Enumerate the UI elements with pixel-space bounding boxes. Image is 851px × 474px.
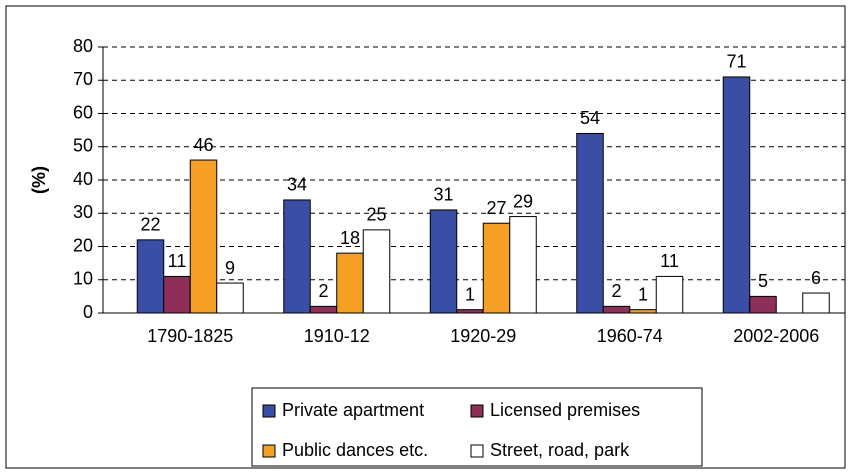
bar	[163, 275, 191, 314]
legend-label: Public dances etc.	[282, 440, 428, 460]
data-label: 54	[580, 108, 600, 128]
data-label: 34	[287, 175, 307, 195]
bar	[749, 295, 777, 314]
data-label: 25	[366, 205, 386, 225]
data-label: 46	[193, 135, 213, 155]
y-tick-label: 0	[83, 302, 93, 322]
data-label: 1	[465, 284, 475, 304]
y-tick-label: 60	[73, 102, 93, 122]
legend-swatch	[262, 444, 276, 458]
legend-label: Private apartment	[282, 400, 424, 420]
bar	[189, 159, 218, 314]
bar	[429, 209, 458, 314]
data-label: 5	[758, 271, 768, 291]
data-label: 11	[168, 251, 187, 271]
data-label: 11	[660, 251, 679, 271]
x-tick-label: 2002-2006	[733, 326, 819, 346]
x-tick-label: 1910-12	[304, 326, 370, 346]
bar	[456, 309, 484, 314]
bar	[136, 239, 165, 314]
data-label: 27	[486, 198, 506, 218]
data-label: 18	[340, 228, 360, 248]
data-label: 71	[726, 52, 746, 72]
bar	[629, 309, 657, 314]
data-label: 9	[225, 258, 235, 278]
data-label: 2	[318, 281, 328, 301]
legend-label: Licensed premises	[490, 400, 640, 420]
bar	[655, 275, 684, 314]
bar	[309, 305, 338, 314]
bar	[802, 292, 830, 314]
y-tick-label: 10	[73, 269, 93, 289]
x-tick-label: 1920-29	[450, 326, 516, 346]
data-label: 22	[140, 215, 160, 235]
data-label: 2	[611, 281, 621, 301]
y-tick-label: 30	[73, 202, 93, 222]
legend-swatch	[470, 404, 484, 418]
data-label: 31	[433, 185, 453, 205]
data-label: 6	[811, 268, 821, 288]
legend-swatch	[470, 444, 484, 458]
y-tick-label: 80	[73, 36, 93, 56]
bar	[283, 199, 311, 314]
y-tick-label: 20	[73, 235, 93, 255]
bar	[362, 229, 391, 314]
bar	[722, 76, 751, 314]
bar	[576, 132, 604, 314]
y-tick-label: 40	[73, 169, 93, 189]
data-label: 29	[513, 191, 533, 211]
y-tick-label: 70	[73, 69, 93, 89]
bar	[216, 282, 244, 314]
bar	[509, 216, 537, 314]
bar	[602, 305, 631, 314]
y-tick-label: 50	[73, 136, 93, 156]
x-tick-label: 1790-1825	[147, 326, 233, 346]
y-axis-label: (%)	[29, 166, 49, 194]
bar	[482, 222, 511, 314]
legend-swatch	[262, 404, 276, 418]
data-label: 1	[638, 284, 648, 304]
bar	[336, 252, 364, 314]
legend-label: Street, road, park	[490, 440, 630, 460]
x-tick-label: 1960-74	[597, 326, 663, 346]
